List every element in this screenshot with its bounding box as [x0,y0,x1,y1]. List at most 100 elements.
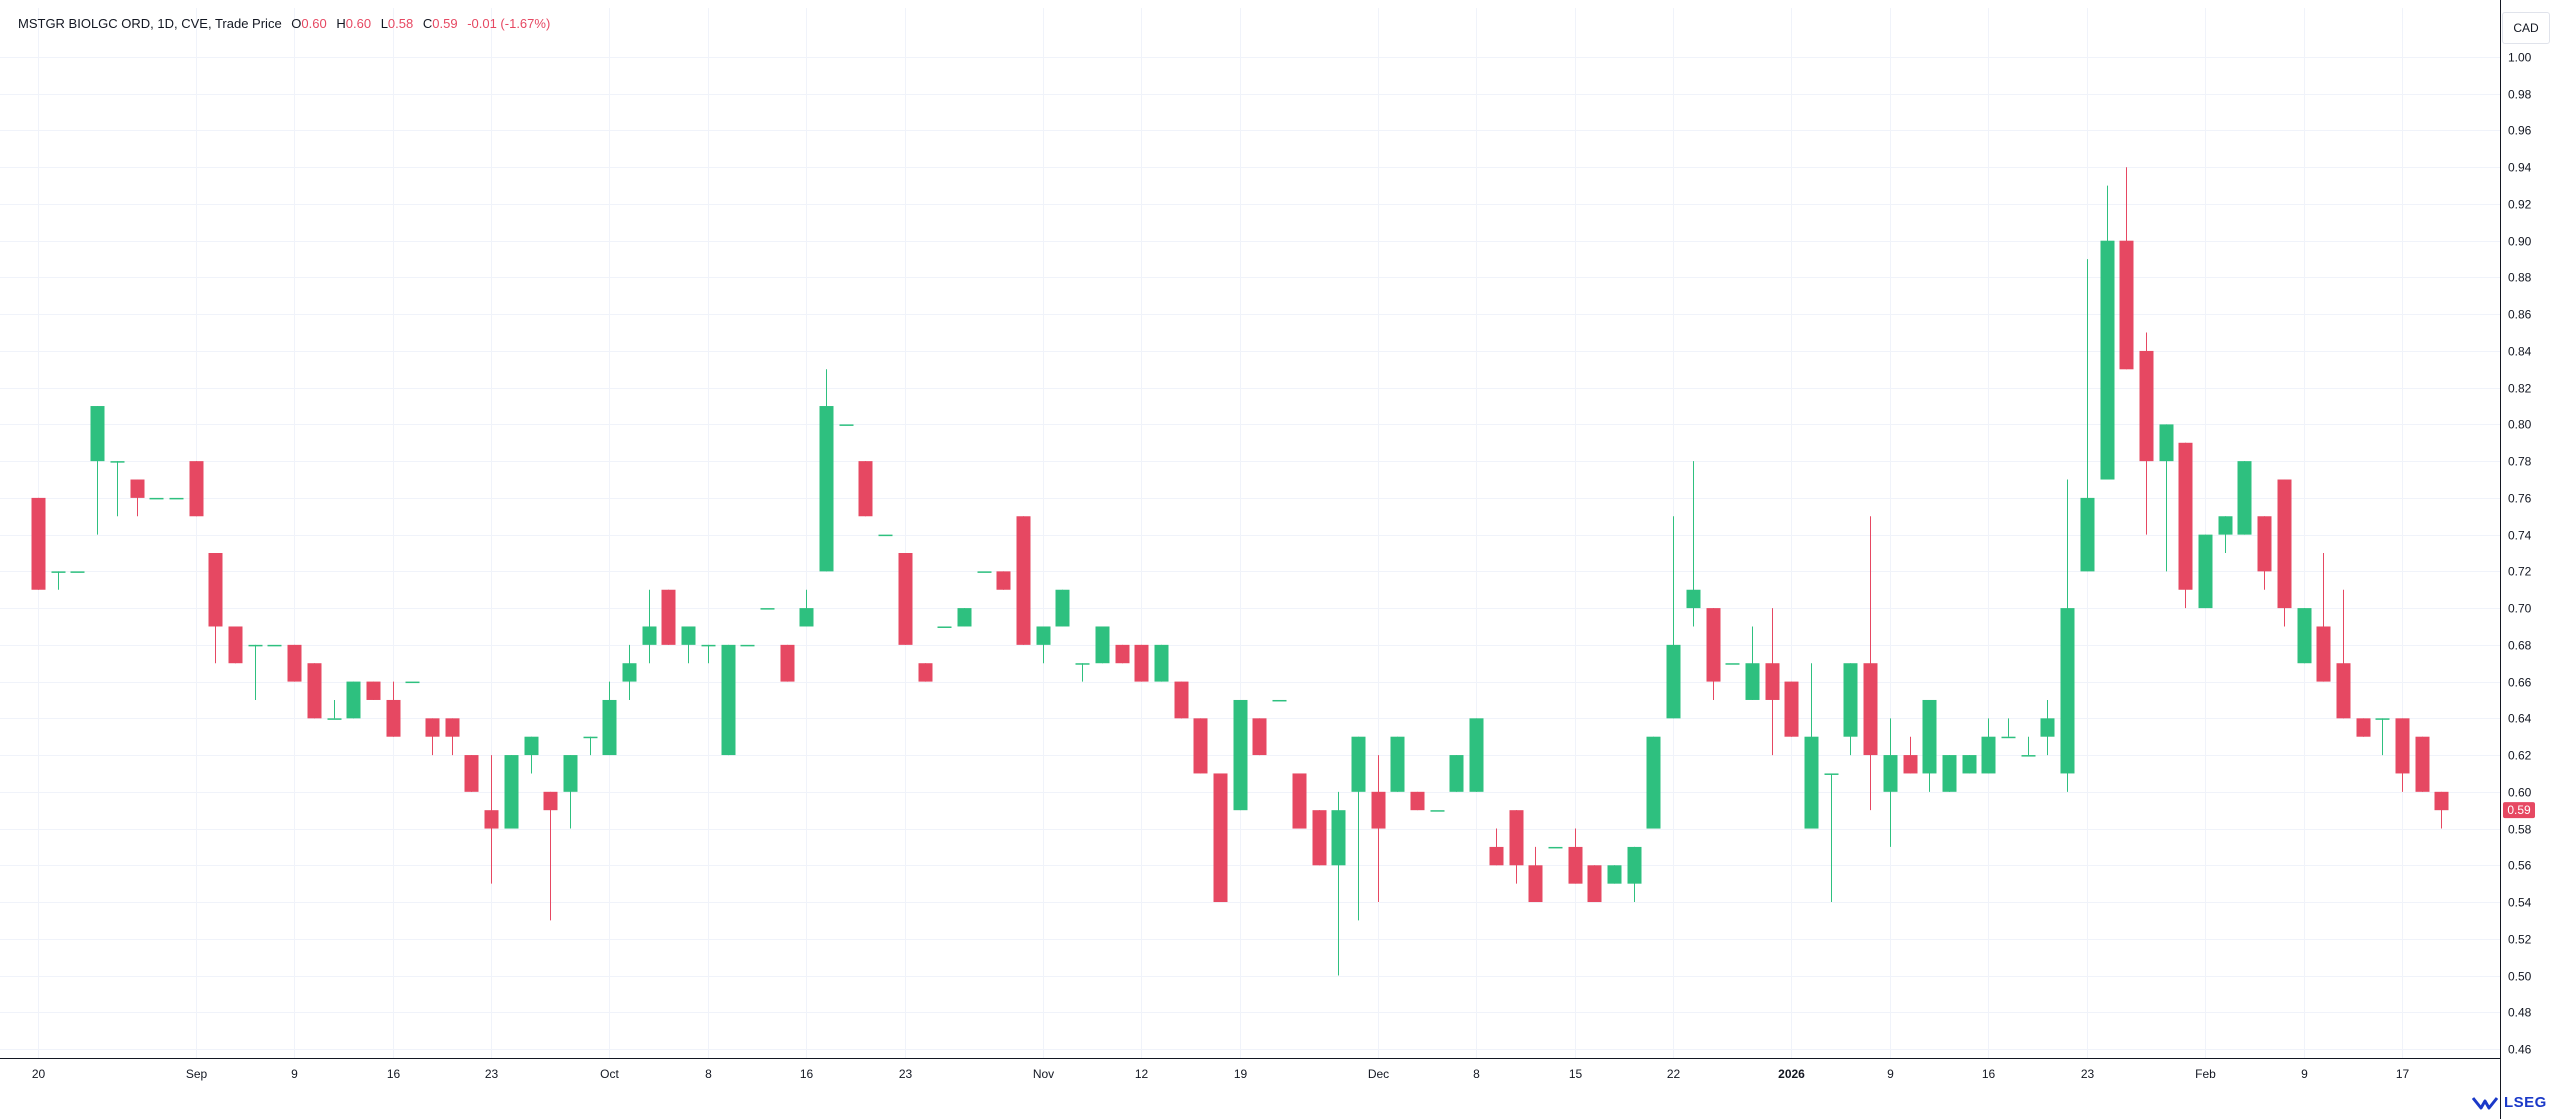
candle-body[interactable] [1666,644,1681,719]
candle-body[interactable] [996,571,1011,590]
candle-body[interactable] [2415,736,2430,792]
candle-body[interactable] [1509,810,1524,866]
candle-body[interactable] [1115,644,1130,664]
candle-body[interactable] [1233,699,1248,811]
candle-body[interactable] [543,791,558,811]
candle-body[interactable] [1706,608,1721,682]
candle-body[interactable] [346,681,361,719]
candle-body[interactable] [524,736,539,756]
candle-body[interactable] [1528,865,1543,903]
candle-body[interactable] [1824,773,1839,775]
candle-body[interactable] [110,461,125,463]
candle-body[interactable] [1075,663,1090,665]
candle-body[interactable] [2139,350,2154,462]
candle-body[interactable] [2178,442,2193,590]
candle-body[interactable] [2198,534,2213,609]
candle-body[interactable] [90,406,105,462]
candle-body[interactable] [2375,718,2390,720]
candle-body[interactable] [957,608,972,627]
candle-body[interactable] [1942,755,1957,792]
candle-body[interactable] [366,681,381,700]
candle-body[interactable] [1863,663,1878,756]
candle-body[interactable] [1213,773,1228,903]
candle-body[interactable] [2316,626,2331,682]
candle-body[interactable] [2336,663,2351,719]
candle-body[interactable] [1430,810,1445,812]
candle-body[interactable] [642,626,657,645]
candle-body[interactable] [1252,718,1267,756]
candle-body[interactable] [1981,736,1996,774]
candle-body[interactable] [1193,718,1208,774]
candle-body[interactable] [2040,718,2055,737]
candle-body[interactable] [2080,497,2095,572]
candle-body[interactable] [208,553,223,627]
candle-body[interactable] [2277,479,2292,609]
candle-body[interactable] [1903,755,1918,774]
candle-body[interactable] [1883,755,1898,792]
candle-body[interactable] [622,663,637,682]
candle-body[interactable] [681,626,696,645]
candle-body[interactable] [740,644,755,647]
candle-body[interactable] [1174,681,1189,719]
candle-body[interactable] [1134,644,1149,682]
candle-body[interactable] [661,589,676,645]
candle-body[interactable] [799,608,814,627]
candle-body[interactable] [977,571,992,573]
candle-body[interactable] [1962,755,1977,774]
candle-body[interactable] [780,644,795,682]
candle-body[interactable] [1449,755,1464,792]
candle-body[interactable] [1922,699,1937,774]
candle-body[interactable] [1725,663,1740,665]
candle-body[interactable] [1095,626,1110,664]
candle-body[interactable] [760,608,775,610]
candle-body[interactable] [1055,589,1070,627]
candle-body[interactable] [248,644,263,647]
candle-body[interactable] [721,644,736,756]
candle-body[interactable] [878,534,893,537]
candle-body[interactable] [504,755,519,829]
candle-body[interactable] [1843,663,1858,737]
candle-body[interactable] [1390,736,1405,792]
candle-body[interactable] [1745,663,1760,700]
candle-body[interactable] [1804,736,1819,829]
candle-body[interactable] [31,497,46,590]
currency-button[interactable]: CAD [2502,12,2550,44]
candle-body[interactable] [1272,699,1287,702]
candle-body[interactable] [1410,791,1425,811]
candle-body[interactable] [1646,736,1661,829]
candle-body[interactable] [287,644,302,682]
candle-body[interactable] [484,810,499,829]
candle-body[interactable] [1489,846,1504,866]
candle-body[interactable] [307,663,322,719]
candle-body[interactable] [2159,424,2174,462]
candle-body[interactable] [464,755,479,792]
candle-body[interactable] [386,699,401,737]
candle-body[interactable] [1686,589,1701,609]
candle-body[interactable] [2021,755,2036,757]
candle-body[interactable] [149,497,164,500]
candle-body[interactable] [130,479,145,498]
candle-body[interactable] [819,406,834,572]
candle-body[interactable] [228,626,243,664]
candle-body[interactable] [405,681,420,684]
candle-body[interactable] [1469,718,1484,792]
candle-body[interactable] [1784,681,1799,737]
candle-body[interactable] [2218,516,2233,535]
candle-body[interactable] [1568,846,1583,884]
candle-body[interactable] [2356,718,2371,737]
candle-body[interactable] [1312,810,1327,866]
candle-body[interactable] [445,718,460,737]
candle-body[interactable] [1016,516,1031,645]
candle-body[interactable] [1331,810,1346,866]
candle-body[interactable] [2001,736,2016,739]
candle-body[interactable] [563,755,578,792]
candle-body[interactable] [1371,791,1386,829]
candle-body[interactable] [602,699,617,756]
candle-body[interactable] [701,644,716,647]
candle-body[interactable] [2119,240,2134,370]
candle-body[interactable] [858,461,873,517]
candle-body[interactable] [70,571,85,573]
candle-body[interactable] [267,644,282,647]
